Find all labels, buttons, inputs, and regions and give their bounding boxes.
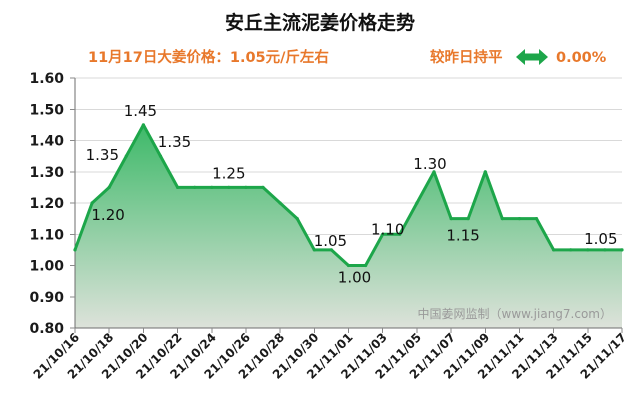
data-point — [466, 217, 470, 221]
data-point — [381, 232, 385, 236]
data-label: 1.30 — [413, 155, 446, 173]
data-point — [432, 170, 436, 174]
y-tick-label: 1.20 — [29, 196, 64, 212]
y-tick-label: 1.00 — [29, 259, 64, 275]
data-label: 1.35 — [86, 146, 119, 164]
data-label: 1.25 — [212, 164, 245, 182]
watermark: 中国姜网监制（www.jiang7.com） — [418, 306, 612, 321]
data-point — [329, 248, 333, 252]
data-point — [90, 201, 94, 205]
data-point — [603, 248, 607, 252]
data-point — [500, 217, 504, 221]
data-point — [73, 248, 77, 252]
data-point — [569, 248, 573, 252]
data-point — [244, 185, 248, 189]
data-point — [107, 185, 111, 189]
change-label: 较昨日持平 — [430, 48, 503, 66]
data-point — [176, 185, 180, 189]
data-point — [141, 123, 145, 127]
y-tick-label: 1.50 — [29, 102, 64, 118]
data-point — [210, 185, 214, 189]
data-point — [398, 232, 402, 236]
data-point — [124, 154, 128, 158]
x-axis-ticks: 21/10/1621/10/1821/10/2021/10/2221/10/24… — [31, 328, 629, 382]
data-point — [227, 185, 231, 189]
double-arrow-icon — [516, 49, 548, 65]
y-tick-label: 1.60 — [29, 71, 64, 87]
data-label: 1.00 — [338, 269, 371, 287]
data-point — [193, 185, 197, 189]
y-tick-label: 1.40 — [29, 134, 64, 150]
data-point — [364, 263, 368, 268]
price-summary: 11月17日大姜价格：1.05元/斤左右 — [88, 48, 329, 66]
chart-title: 安丘主流泥姜价格走势 — [225, 11, 415, 34]
data-point — [517, 217, 522, 221]
y-axis-ticks: 1.60 1.50 1.40 1.30 1.20 1.10 1.00 0.90 0.80 — [29, 71, 75, 337]
y-tick-label: 1.10 — [29, 227, 64, 243]
data-point — [158, 154, 163, 158]
data-point — [534, 217, 539, 221]
data-point — [261, 185, 265, 189]
data-point — [449, 217, 453, 221]
y-tick-label: 0.80 — [29, 321, 64, 337]
data-point — [295, 217, 299, 221]
data-point — [312, 248, 316, 252]
data-points — [73, 123, 624, 268]
data-label: 1.15 — [446, 227, 479, 245]
data-point — [620, 248, 624, 252]
data-point — [278, 201, 282, 205]
y-tick-label: 0.90 — [29, 290, 64, 306]
data-point — [346, 263, 351, 268]
data-label: 1.10 — [371, 220, 404, 238]
data-label: 1.05 — [314, 232, 347, 250]
data-point — [483, 170, 487, 174]
data-label: 1.20 — [91, 206, 124, 224]
y-tick-label: 1.30 — [29, 165, 64, 181]
change-percent: 0.00% — [556, 50, 607, 66]
data-point — [415, 201, 419, 205]
data-label: 1.45 — [124, 102, 157, 120]
data-label: 1.35 — [158, 133, 191, 151]
data-label: 1.05 — [584, 230, 617, 248]
data-point — [552, 248, 556, 252]
data-labels: 1.201.351.451.351.251.051.001.101.301.15… — [86, 102, 618, 287]
data-point — [586, 248, 590, 252]
